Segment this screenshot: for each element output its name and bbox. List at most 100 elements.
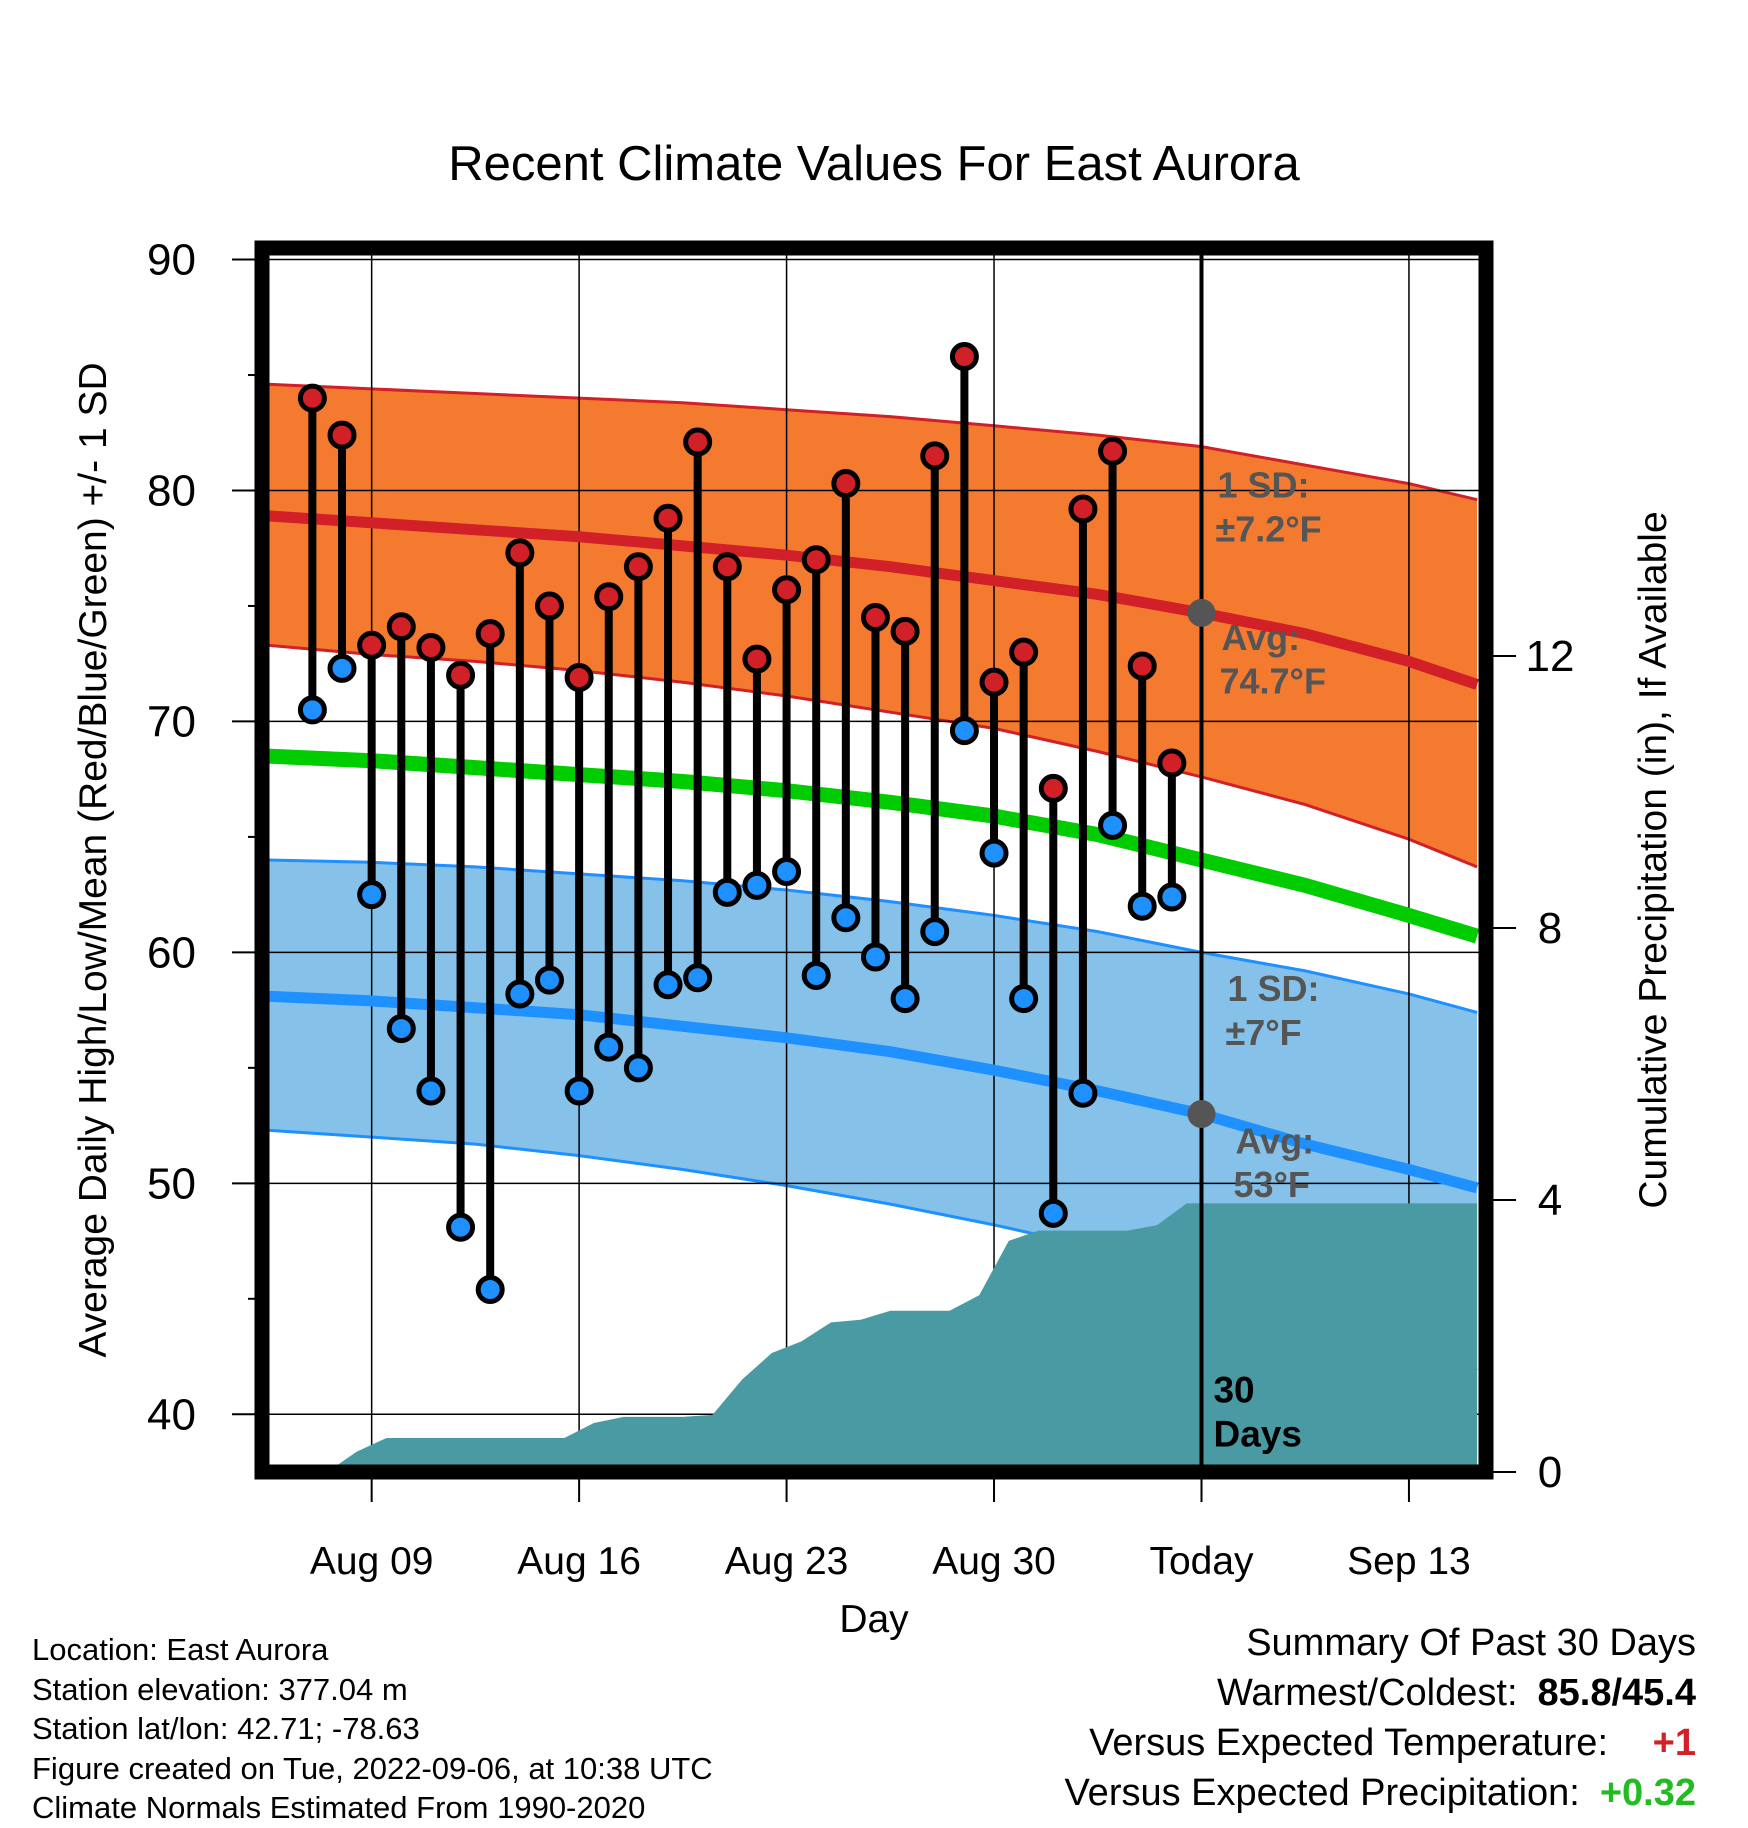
temp-value: +1 bbox=[1652, 1722, 1696, 1764]
obs-low-point bbox=[446, 1212, 476, 1242]
mean-normal-line bbox=[267, 748, 1480, 944]
obs-high-point bbox=[297, 383, 327, 413]
obs-high-point bbox=[890, 616, 920, 646]
today-high-avg-marker bbox=[1187, 598, 1216, 627]
obs-low-point bbox=[949, 716, 979, 746]
obs-low-point bbox=[1038, 1198, 1068, 1228]
obs-low-point bbox=[623, 1053, 653, 1083]
obs-low-point bbox=[712, 877, 742, 907]
low-sd-title: 1 SD: bbox=[1227, 968, 1319, 1009]
obs-high-point bbox=[386, 612, 416, 642]
precip-value: +0.32 bbox=[1599, 1772, 1696, 1814]
precip-label: Versus Expected Precipitation: bbox=[1064, 1772, 1580, 1814]
obs-low-point bbox=[327, 653, 357, 683]
obs-low-point bbox=[594, 1032, 624, 1062]
obs-high-point bbox=[357, 630, 387, 660]
created-text: Figure created on Tue, 2022-09-06, at 10… bbox=[32, 1750, 713, 1786]
today-low-avg-marker bbox=[1187, 1100, 1216, 1129]
obs-high-point bbox=[564, 663, 594, 693]
x-tick-label: Sep 13 bbox=[1347, 1540, 1471, 1583]
y-tick-label: 80 bbox=[147, 466, 196, 515]
obs-low-point bbox=[1009, 984, 1039, 1014]
x-tick-label: Aug 23 bbox=[725, 1540, 849, 1583]
location-text: Location: East Aurora bbox=[32, 1632, 329, 1667]
obs-high-point bbox=[327, 420, 357, 450]
high-sd-band-upper-edge bbox=[267, 382, 1478, 502]
plot-frame bbox=[254, 240, 1494, 1480]
y-tick-label: 60 bbox=[147, 928, 196, 977]
obs-high-point bbox=[1157, 748, 1187, 778]
obs-high-point bbox=[505, 538, 535, 568]
obs-high-point bbox=[949, 342, 979, 372]
y2-axis-label: Cumulative Precipitation (in), If Availa… bbox=[1632, 511, 1675, 1208]
obs-low-point bbox=[742, 870, 772, 900]
obs-high-point bbox=[831, 469, 861, 499]
y-axis-label: Average Daily High/Low/Mean (Red/Blue/Gr… bbox=[72, 362, 115, 1357]
obs-low-point bbox=[890, 984, 920, 1014]
chart-title: Recent Climate Values For East Aurora bbox=[448, 137, 1300, 191]
obs-low-point bbox=[357, 880, 387, 910]
warm-cold-row: Warmest/Coldest: 85.8/45.4 bbox=[1064, 1668, 1696, 1718]
summary-title: Summary Of Past 30 Days bbox=[1246, 1622, 1696, 1664]
x-tick-label: Aug 30 bbox=[932, 1540, 1056, 1583]
obs-low-point bbox=[297, 695, 327, 725]
obs-low-point bbox=[653, 970, 683, 1000]
warm-cold-label: Warmest/Coldest: bbox=[1216, 1672, 1518, 1714]
obs-high-point bbox=[712, 552, 742, 582]
low-sd-band-upper-edge bbox=[267, 858, 1478, 1014]
obs-low-point bbox=[416, 1076, 446, 1106]
obs-low-point bbox=[1127, 891, 1157, 921]
temp-row: Versus Expected Temperature: +1 bbox=[1064, 1718, 1696, 1768]
x-axis-label: Day bbox=[839, 1598, 909, 1641]
obs-low-point bbox=[386, 1014, 416, 1044]
obs-high-point bbox=[1009, 637, 1039, 667]
x-tick-label: Today bbox=[1149, 1540, 1254, 1583]
summary-panel: Summary Of Past 30 Days Warmest/Coldest:… bbox=[1064, 1618, 1696, 1818]
x-tick-label: Aug 16 bbox=[517, 1540, 641, 1583]
obs-high-point bbox=[1098, 436, 1128, 466]
latlon-text: Station lat/lon: 42.71; -78.63 bbox=[32, 1711, 420, 1746]
obs-high-point bbox=[683, 427, 713, 457]
obs-low-point bbox=[475, 1275, 505, 1305]
low-normal-line bbox=[267, 990, 1479, 1194]
obs-high-point bbox=[1068, 494, 1098, 524]
obs-high-point bbox=[623, 552, 653, 582]
obs-low-point bbox=[772, 857, 802, 887]
temp-label: Versus Expected Temperature: bbox=[1089, 1722, 1608, 1764]
obs-high-point bbox=[860, 603, 890, 633]
normals-text: Climate Normals Estimated From 1990-2020 bbox=[32, 1790, 646, 1825]
obs-high-point bbox=[801, 545, 831, 575]
obs-low-point bbox=[979, 838, 1009, 868]
obs-high-point bbox=[475, 619, 505, 649]
obs-low-point bbox=[1157, 882, 1187, 912]
y-tick-label: 50 bbox=[147, 1159, 196, 1208]
y2-tick-label: 4 bbox=[1538, 1176, 1562, 1225]
high-sd-value: ±7.2°F bbox=[1215, 508, 1321, 549]
obs-low-point bbox=[505, 979, 535, 1009]
y2-tick-label: 8 bbox=[1538, 904, 1562, 953]
high-avg-title: Avg: bbox=[1221, 617, 1300, 658]
obs-low-point bbox=[920, 917, 950, 947]
obs-high-point bbox=[534, 591, 564, 621]
precip-area bbox=[297, 1203, 1478, 1472]
high-avg-value: 74.7°F bbox=[1219, 661, 1325, 702]
obs-low-point bbox=[860, 942, 890, 972]
obs-high-point bbox=[1127, 651, 1157, 681]
obs-low-point bbox=[534, 965, 564, 995]
obs-low-point bbox=[683, 963, 713, 993]
y2-tick-label: 12 bbox=[1526, 632, 1575, 681]
obs-low-point bbox=[1068, 1078, 1098, 1108]
low-avg-value: 53°F bbox=[1233, 1164, 1309, 1205]
y-tick-label: 90 bbox=[147, 236, 196, 285]
obs-high-point bbox=[742, 644, 772, 674]
y-tick-label: 40 bbox=[147, 1390, 196, 1439]
obs-high-point bbox=[594, 582, 624, 612]
obs-low-point bbox=[801, 960, 831, 990]
days-count: 30 bbox=[1213, 1370, 1254, 1411]
high-normal-line bbox=[267, 510, 1479, 690]
elevation-text: Station elevation: 377.04 m bbox=[32, 1671, 408, 1707]
y2-tick-label: 0 bbox=[1538, 1448, 1562, 1497]
high-sd-title: 1 SD: bbox=[1217, 464, 1309, 505]
x-tick-label: Aug 09 bbox=[310, 1540, 434, 1583]
